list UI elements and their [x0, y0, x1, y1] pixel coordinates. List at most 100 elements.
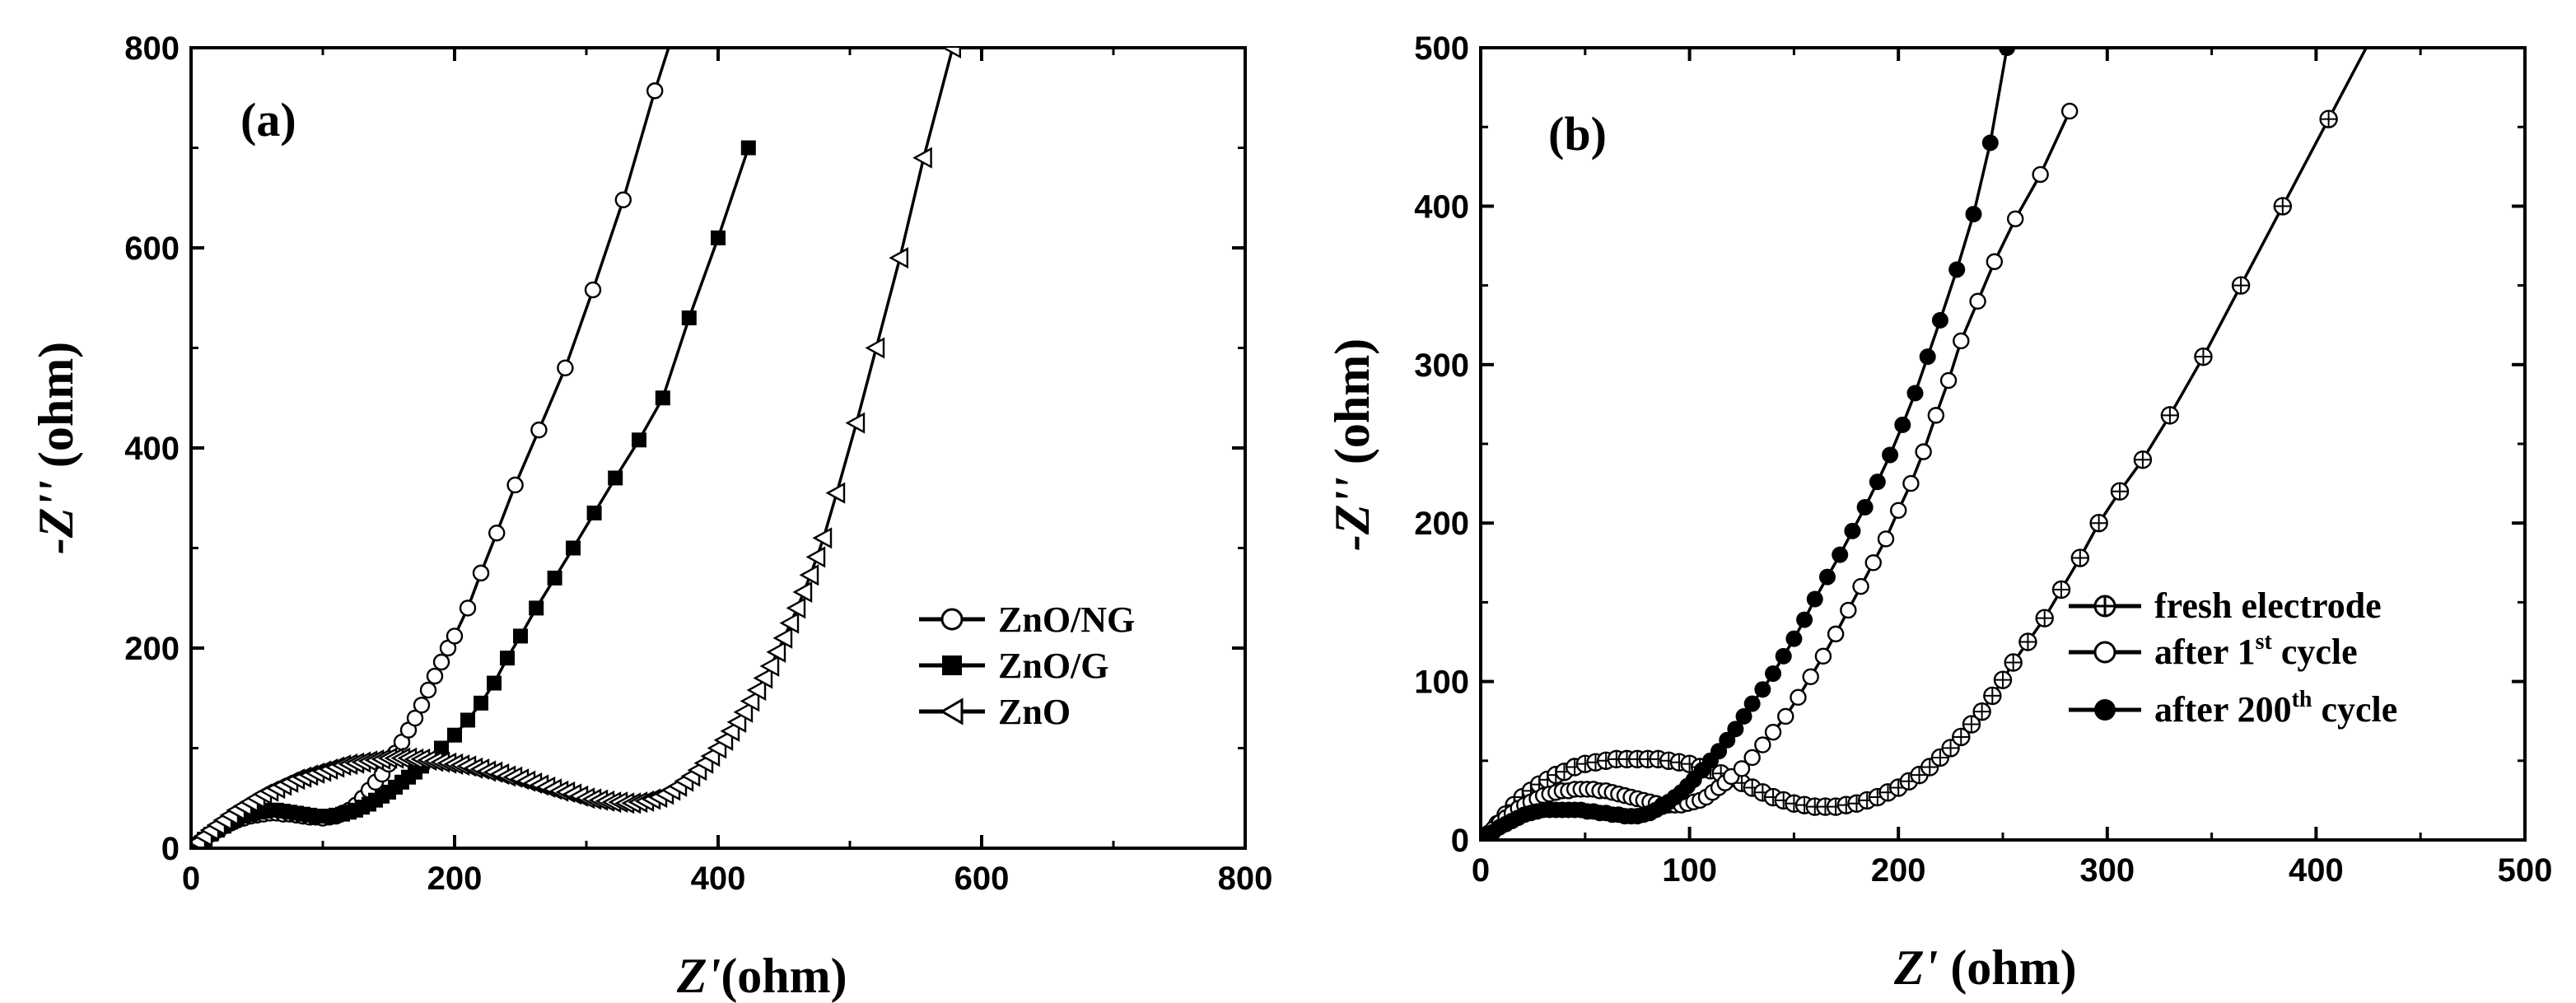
data-point-1-2-45: [1796, 611, 1813, 628]
data-point-1-1-54: [1902, 474, 1920, 492]
x-tick-label-1-4: 400: [2289, 852, 2344, 889]
data-point-1-1-52: [1877, 530, 1895, 548]
data-point-1-2-60: [1999, 48, 2016, 56]
legend-label-b-1: after 1st cycle: [2154, 629, 2358, 672]
y-axis-title-a-unit: (ohm): [29, 342, 83, 480]
data-point-0-2-82: [726, 711, 747, 733]
data-point-1-1-47: [1814, 647, 1832, 665]
data-point-1-0-63: [2273, 197, 2293, 216]
data-point-0-1-43: [529, 600, 544, 616]
data-point-0-0-39: [446, 627, 464, 645]
data-point-1-2-47: [1818, 568, 1836, 585]
y-tick-label-1-1: 100: [1414, 665, 1469, 701]
y-axis-title-b-main: -Z'': [1325, 477, 1379, 551]
data-point-0-1-45: [566, 540, 581, 556]
data-point-0-0-36: [426, 667, 444, 685]
data-point-1-0-62: [2231, 276, 2251, 295]
series-line-0-1: [196, 147, 750, 846]
y-axis-title-a: -Z'' (ohm): [29, 342, 83, 554]
x-tick-label-0-3: 600: [954, 861, 1010, 897]
data-point-1-0-53: [2018, 632, 2037, 651]
data-point-1-0-50: [1983, 686, 2002, 706]
legend-entry-a-1: ZnO/G: [919, 646, 1109, 686]
x-axis-title-b: Z' (ohm): [1893, 940, 2077, 995]
x-axis-title-a-main: Z': [676, 949, 721, 1003]
series-0-2: [191, 48, 962, 848]
data-point-1-1-60: [1986, 253, 2004, 270]
panel-label-a: (a): [240, 93, 296, 147]
y-tick-label-1-4: 400: [1414, 189, 1469, 225]
legend-entry-b-1: after 1st cycle: [2069, 629, 2358, 672]
ticks-layer-a: 0 200 400 600 800 0 200 400 600 800: [124, 30, 1272, 897]
data-point-1-0-58: [2110, 482, 2130, 501]
data-point-0-0-35: [419, 681, 437, 699]
y-tick-label-1-3: 300: [1414, 348, 1469, 384]
data-point-0-2-97: [845, 412, 866, 434]
data-point-1-0-61: [2194, 347, 2213, 366]
legend-label-a-2: ZnO: [998, 692, 1071, 732]
data-point-0-0-48: [646, 82, 664, 100]
data-point-1-2-42: [1765, 665, 1782, 682]
data-point-0-2-86: [753, 667, 773, 689]
data-point-1-2-55: [1919, 348, 1936, 366]
x-tick-label-1-0: 0: [1472, 852, 1490, 889]
data-point-1-1-50: [1852, 577, 1869, 595]
data-point-0-1-42: [513, 628, 528, 644]
data-point-1-0-49: [1972, 702, 1991, 721]
legend-label-b-0: fresh electrode: [2154, 585, 2382, 626]
data-point-0-1-44: [547, 570, 562, 585]
data-point-0-2-88: [766, 641, 786, 663]
data-point-1-0-47: [1952, 727, 1971, 747]
x-axis-title-b-unit: (ohm): [1938, 940, 2076, 995]
data-point-1-2-59: [1981, 134, 1999, 152]
data-point-1-2-50: [1856, 498, 1874, 515]
data-point-1-1-43: [1764, 723, 1782, 741]
data-point-0-2-92: [792, 581, 813, 603]
data-point-0-0-34: [413, 697, 431, 714]
data-point-0-1-41: [500, 651, 515, 666]
data-point-0-0-41: [472, 564, 490, 582]
legend-label-a-0: ZnO/NG: [998, 599, 1135, 640]
y-tick-label-1-5: 500: [1414, 30, 1469, 67]
data-point-1-0-46: [1941, 739, 1960, 758]
data-point-1-1-63: [2060, 102, 2079, 120]
panel-label-b: (b): [1548, 107, 1607, 161]
data-point-0-2-84: [740, 690, 760, 712]
data-point-0-0-40: [459, 599, 477, 617]
series-layer-b: [1481, 24, 2382, 840]
legend-marker-a-0: [940, 608, 964, 631]
data-point-0-1-46: [586, 505, 602, 520]
x-tick-label-1-5: 500: [2498, 852, 2553, 889]
y-tick-label-0-3: 600: [124, 231, 180, 267]
data-point-0-2-100: [912, 147, 932, 169]
data-point-1-1-42: [1754, 736, 1771, 753]
data-point-1-0-65: [2366, 24, 2382, 40]
data-point-1-0-52: [2004, 653, 2023, 672]
series-line-0-2: [196, 48, 954, 843]
x-axis-title-a-unit: (ohm): [721, 949, 847, 1003]
data-point-0-2-101: [941, 48, 962, 59]
data-point-0-0-42: [488, 525, 506, 542]
data-point-0-1-52: [740, 140, 756, 156]
legend-label-b-2: after 200th cycle: [2154, 687, 2397, 730]
data-point-1-1-48: [1827, 625, 1845, 643]
x-tick-label-1-3: 300: [2079, 852, 2135, 889]
data-point-0-2-98: [865, 337, 885, 359]
data-point-0-2-85: [746, 679, 767, 702]
data-point-1-0-56: [2070, 548, 2090, 567]
x-tick-label-0-1: 200: [427, 861, 483, 897]
panel-b: 0 100 200 300 400 500 0 100 200 300 400 500 (b) Z' …: [1325, 24, 2553, 995]
data-point-0-0-45: [557, 359, 574, 376]
data-point-0-2-80: [713, 729, 734, 751]
data-point-1-2-48: [1832, 546, 1849, 563]
data-point-1-2-57: [1948, 261, 1966, 278]
data-point-0-0-37: [432, 653, 450, 671]
legend-label-a-1: ZnO/G: [998, 646, 1109, 686]
data-point-0-1-50: [681, 310, 697, 326]
data-point-0-2-93: [799, 564, 819, 586]
y-axis-title-a-main: -Z'': [29, 480, 83, 554]
data-point-1-1-40: [1733, 760, 1751, 777]
data-point-0-1-38: [460, 712, 475, 728]
y-tick-label-1-0: 0: [1451, 823, 1469, 859]
